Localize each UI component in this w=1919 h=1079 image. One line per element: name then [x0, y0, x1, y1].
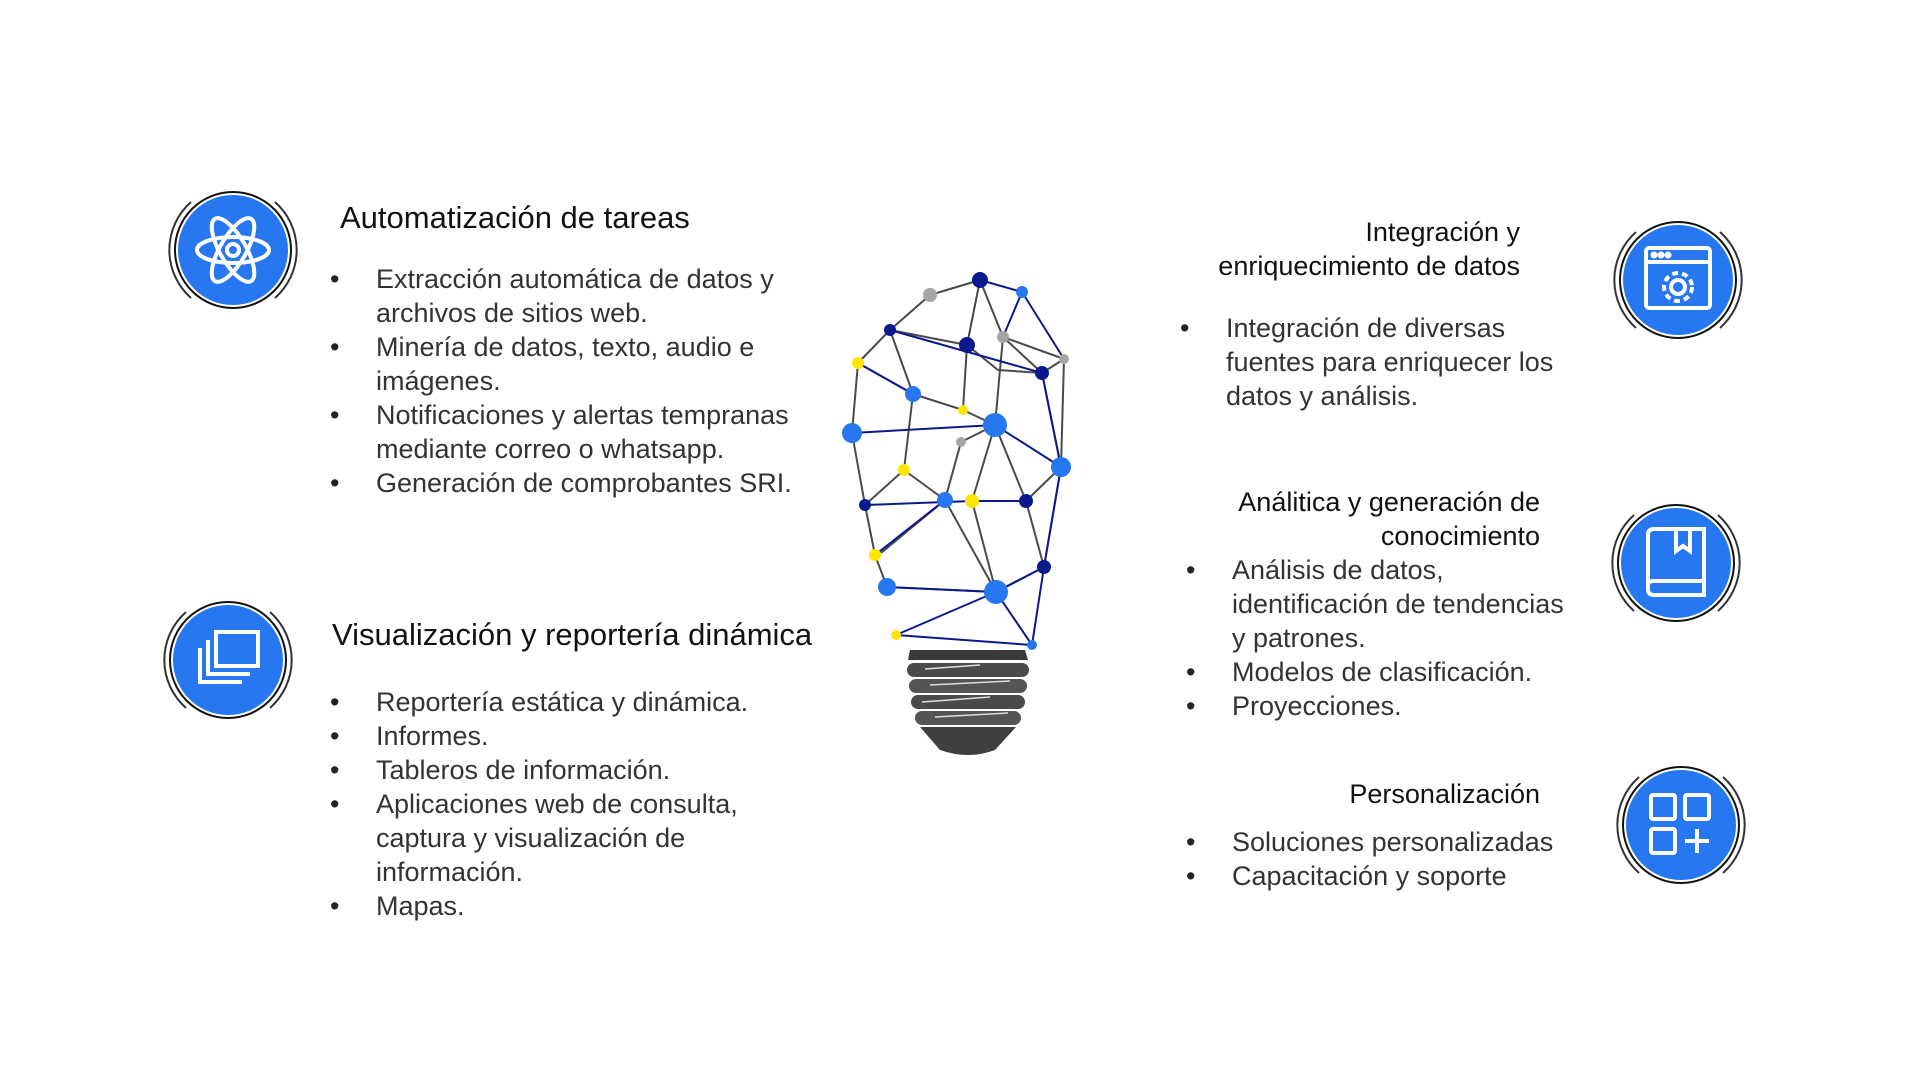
integracion-title: Integración y enriquecimiento de datos [1120, 216, 1520, 284]
list-item: Mapas. [330, 889, 790, 923]
visualizacion-list: Reportería estática y dinámica. Informes… [330, 685, 790, 923]
network-lightbulb-icon [830, 265, 1110, 755]
visualizacion-title: Visualización y reportería dinámica [332, 617, 813, 652]
analitica-title-line2: conocimiento [1380, 520, 1540, 551]
list-item: Tableros de información. [330, 753, 790, 787]
book-icon [1646, 527, 1706, 597]
list-item: Proyecciones. [1186, 689, 1566, 723]
list-item: Notificaciones y alertas tempranas media… [330, 398, 800, 466]
apps-add-icon [1649, 793, 1711, 855]
automatizacion-section: Automatización de tareas Extracción auto… [330, 200, 800, 500]
visualizacion-section: Visualización y reportería dinámica Repo… [330, 617, 852, 923]
list-item: Minería de datos, texto, audio e imágene… [330, 330, 800, 398]
automatizacion-title: Automatización de tareas [340, 200, 690, 235]
integracion-title-line1: Integración y [1365, 217, 1520, 247]
atom-icon [195, 216, 271, 284]
bulb-base-icon [907, 650, 1029, 755]
list-item: Soluciones personalizadas [1186, 825, 1586, 859]
list-item: Modelos de clasificación. [1186, 655, 1566, 689]
personalizacion-title-block: Personalización [1250, 778, 1540, 812]
list-item: Integración de diversas fuentes para enr… [1180, 311, 1580, 413]
integracion-icon-badge [1608, 210, 1748, 350]
personalizacion-title: Personalización [1349, 779, 1540, 809]
automatizacion-list: Extracción automática de datos y archivo… [330, 262, 800, 500]
analitica-title: Análitica y generación de conocimiento [1130, 486, 1540, 554]
analitica-title-line1: Análitica y generación de [1238, 487, 1540, 517]
list-item: Reportería estática y dinámica. [330, 685, 790, 719]
analitica-icon-badge [1606, 493, 1746, 633]
list-item: Análisis de datos, identificación de ten… [1186, 553, 1566, 655]
integracion-title-line2: enriquecimiento de datos [1218, 250, 1520, 281]
list-item: Extracción automática de datos y archivo… [330, 262, 800, 330]
visualizacion-icon-badge [158, 590, 298, 730]
personalizacion-list: Soluciones personalizadas Capacitación y… [1186, 825, 1586, 893]
layers-icon [198, 630, 260, 684]
browser-gear-icon [1644, 246, 1712, 310]
list-item: Generación de comprobantes SRI. [330, 466, 800, 500]
list-item: Capacitación y soporte [1186, 859, 1586, 893]
personalizacion-icon-badge [1611, 755, 1751, 895]
integracion-list: Integración de diversas fuentes para enr… [1180, 311, 1580, 413]
list-item: Informes. [330, 719, 790, 753]
analitica-list: Análisis de datos, identificación de ten… [1186, 553, 1566, 723]
list-item: Aplicaciones web de consulta, captura y … [330, 787, 790, 889]
automatizacion-icon-badge [163, 180, 303, 320]
